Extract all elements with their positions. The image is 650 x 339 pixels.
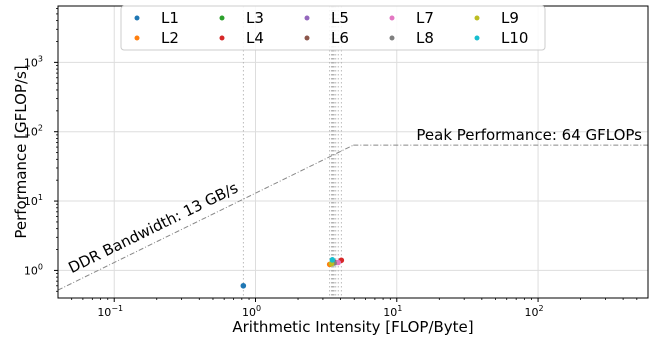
legend-marker-L5 (304, 15, 310, 21)
legend-label-L3: L3 (246, 9, 264, 27)
peak-annotation: Peak Performance: 64 GFLOPs (416, 126, 642, 144)
legend: L1 L2 L3 L4 L5 L6 L7 L8 L9 L10 (120, 5, 546, 51)
point-markers (242, 6, 342, 298)
legend-label-L7: L7 (416, 9, 434, 27)
data-points (240, 257, 345, 289)
bandwidth-roof (57, 144, 354, 291)
x-tick-label: 101 (383, 304, 402, 319)
data-point-L1 (240, 282, 247, 289)
x-axis-label: Arithmetic Intensity [FLOP/Byte] (232, 318, 473, 336)
x-tick-label: 10−1 (97, 304, 123, 319)
legend-marker-L8 (389, 35, 395, 41)
y-tick-label: 100 (24, 262, 43, 277)
legend-marker-L9 (474, 15, 480, 21)
legend-marker-L7 (389, 15, 395, 21)
legend-marker-L2 (134, 35, 140, 41)
legend-label-L8: L8 (416, 29, 434, 47)
legend-box (120, 5, 546, 51)
legend-label-L10: L10 (501, 29, 528, 47)
grid (58, 6, 648, 298)
roofline (57, 144, 648, 291)
y-axis-label: Performance [GFLOP/s] (12, 65, 30, 238)
legend-marker-L10 (474, 35, 480, 41)
legend-label-L2: L2 (161, 29, 179, 47)
data-point-L7 (335, 259, 342, 266)
x-tick-label: 100 (242, 304, 261, 319)
legend-marker-L1 (134, 15, 140, 21)
legend-marker-L3 (219, 15, 225, 21)
legend-label-L6: L6 (331, 29, 349, 47)
bandwidth-annotation: DDR Bandwidth: 13 GB/s (66, 179, 242, 277)
x-tick-label: 102 (525, 304, 544, 319)
legend-label-L5: L5 (331, 9, 349, 27)
legend-label-L4: L4 (246, 29, 264, 47)
legend-marker-L6 (304, 35, 310, 41)
data-point-L10 (329, 257, 336, 263)
legend-label-L1: L1 (161, 9, 179, 27)
legend-marker-L4 (219, 35, 225, 41)
legend-label-L9: L9 (501, 9, 519, 27)
